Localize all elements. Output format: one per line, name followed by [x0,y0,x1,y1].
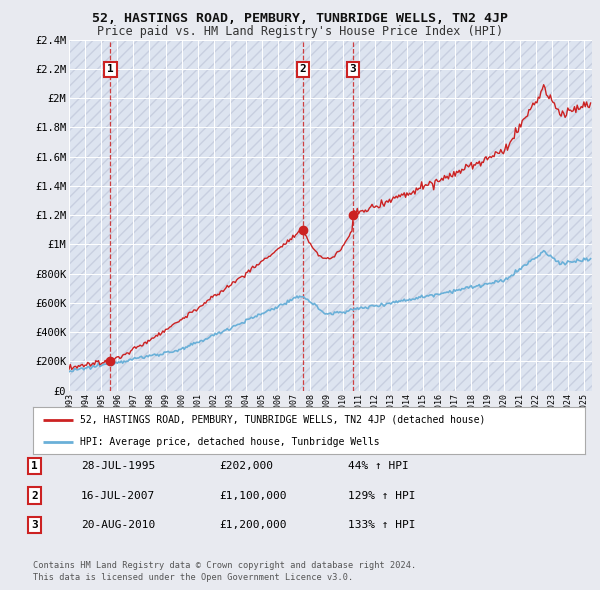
Text: HPI: Average price, detached house, Tunbridge Wells: HPI: Average price, detached house, Tunb… [80,437,380,447]
Text: £202,000: £202,000 [219,461,273,471]
Text: 16-JUL-2007: 16-JUL-2007 [81,491,155,500]
Text: 2: 2 [31,491,38,500]
Text: 2: 2 [299,64,307,74]
Text: 3: 3 [349,64,356,74]
Text: 52, HASTINGS ROAD, PEMBURY, TUNBRIDGE WELLS, TN2 4JP: 52, HASTINGS ROAD, PEMBURY, TUNBRIDGE WE… [92,12,508,25]
Text: £1,100,000: £1,100,000 [219,491,287,500]
Text: 1: 1 [31,461,38,471]
Text: 52, HASTINGS ROAD, PEMBURY, TUNBRIDGE WELLS, TN2 4JP (detached house): 52, HASTINGS ROAD, PEMBURY, TUNBRIDGE WE… [80,415,485,425]
Text: 20-AUG-2010: 20-AUG-2010 [81,520,155,530]
Text: 1: 1 [107,64,114,74]
Text: 129% ↑ HPI: 129% ↑ HPI [348,491,415,500]
Text: Contains HM Land Registry data © Crown copyright and database right 2024.: Contains HM Land Registry data © Crown c… [33,560,416,570]
Text: 44% ↑ HPI: 44% ↑ HPI [348,461,409,471]
Text: 133% ↑ HPI: 133% ↑ HPI [348,520,415,530]
Text: Price paid vs. HM Land Registry's House Price Index (HPI): Price paid vs. HM Land Registry's House … [97,25,503,38]
Text: This data is licensed under the Open Government Licence v3.0.: This data is licensed under the Open Gov… [33,572,353,582]
Text: £1,200,000: £1,200,000 [219,520,287,530]
Text: 3: 3 [31,520,38,530]
Text: 28-JUL-1995: 28-JUL-1995 [81,461,155,471]
